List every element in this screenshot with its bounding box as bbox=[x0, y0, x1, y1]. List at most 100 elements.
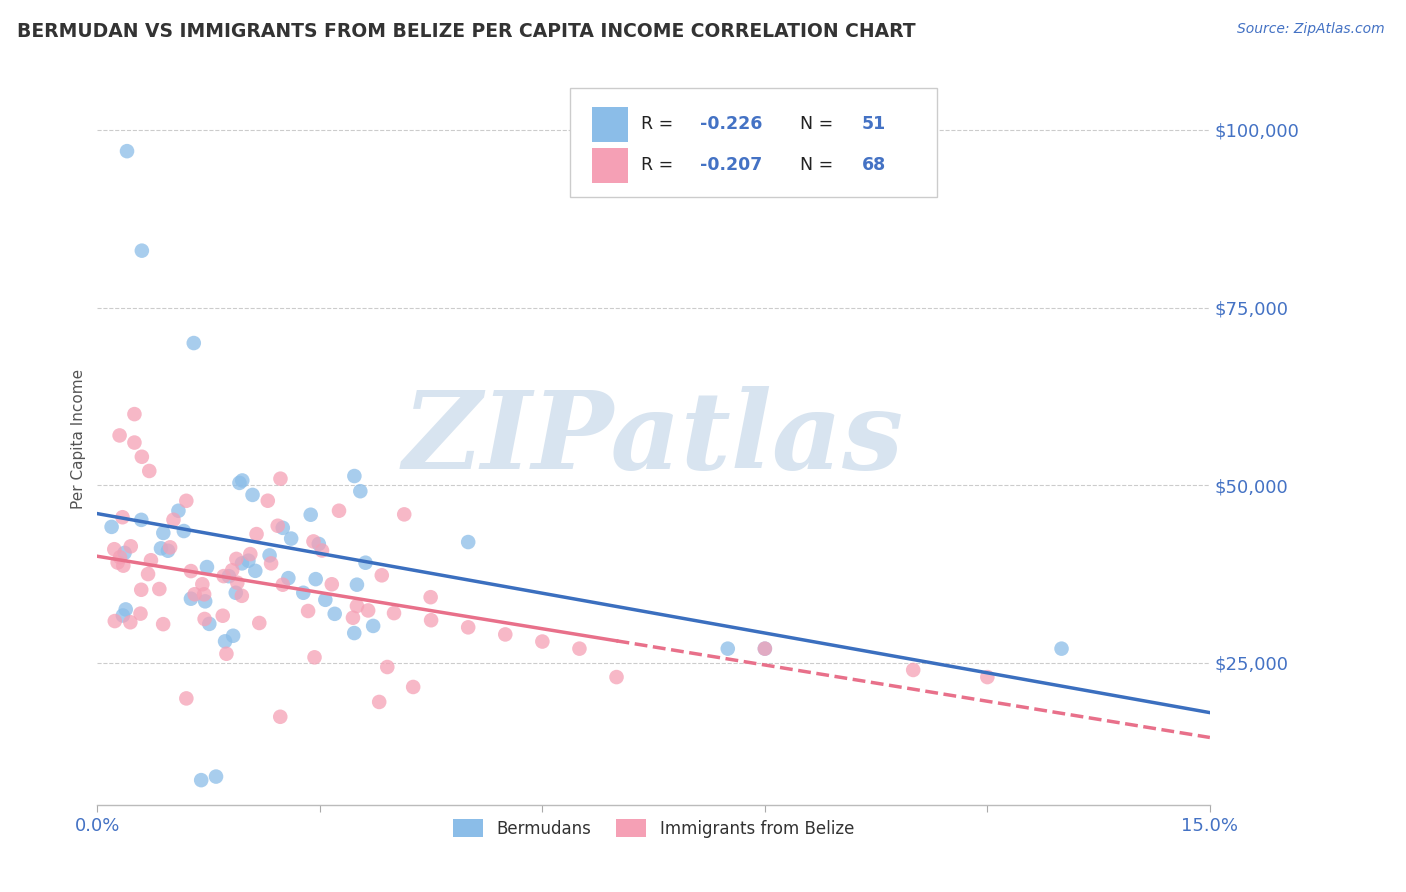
Point bbox=[314, 592, 336, 607]
Text: -0.226: -0.226 bbox=[700, 115, 762, 133]
Point bbox=[976, 670, 998, 684]
Point bbox=[162, 513, 184, 527]
Point bbox=[212, 569, 235, 583]
Point bbox=[124, 435, 146, 450]
Point bbox=[173, 524, 195, 538]
Point bbox=[136, 567, 159, 582]
Point bbox=[299, 508, 322, 522]
Point bbox=[112, 558, 135, 573]
Point bbox=[420, 613, 443, 627]
Point bbox=[131, 513, 153, 527]
Point bbox=[225, 552, 247, 566]
Point bbox=[394, 508, 416, 522]
Point bbox=[100, 520, 122, 534]
Text: N =: N = bbox=[800, 115, 839, 133]
Point bbox=[402, 680, 425, 694]
Text: R =: R = bbox=[641, 156, 679, 174]
Point bbox=[115, 144, 138, 158]
Point bbox=[305, 572, 328, 586]
Point bbox=[531, 634, 554, 648]
Point bbox=[568, 641, 591, 656]
Point bbox=[129, 582, 152, 597]
Point bbox=[754, 641, 776, 656]
FancyBboxPatch shape bbox=[571, 87, 938, 197]
Point bbox=[111, 510, 134, 524]
Point bbox=[343, 469, 366, 483]
Point bbox=[152, 525, 174, 540]
Point bbox=[754, 641, 776, 656]
Point bbox=[605, 670, 627, 684]
Point bbox=[321, 577, 343, 591]
Point bbox=[269, 472, 291, 486]
Point bbox=[343, 626, 366, 640]
Point bbox=[114, 546, 136, 560]
Point bbox=[108, 428, 131, 442]
Point bbox=[194, 612, 217, 626]
Point bbox=[1050, 641, 1073, 656]
Point bbox=[198, 616, 221, 631]
Point bbox=[346, 577, 368, 591]
Point bbox=[114, 602, 136, 616]
Point bbox=[148, 582, 170, 596]
Point bbox=[903, 663, 925, 677]
Point bbox=[382, 606, 405, 620]
Point bbox=[457, 620, 479, 634]
Point bbox=[183, 587, 205, 601]
Point bbox=[222, 629, 245, 643]
Point bbox=[214, 634, 236, 648]
Point bbox=[103, 542, 125, 557]
Point bbox=[221, 563, 243, 577]
Point bbox=[311, 543, 333, 558]
Point bbox=[292, 586, 315, 600]
Y-axis label: Per Capita Income: Per Capita Income bbox=[72, 369, 86, 509]
Point bbox=[238, 554, 260, 568]
Point bbox=[239, 547, 262, 561]
Point bbox=[302, 534, 325, 549]
Point bbox=[138, 464, 160, 478]
Point bbox=[269, 710, 291, 724]
Point bbox=[247, 615, 270, 630]
Point bbox=[267, 518, 290, 533]
FancyBboxPatch shape bbox=[592, 147, 628, 183]
Point bbox=[124, 407, 146, 421]
Text: R =: R = bbox=[641, 115, 679, 133]
Point bbox=[277, 571, 299, 585]
Point bbox=[131, 450, 153, 464]
Point bbox=[152, 617, 174, 632]
Text: BERMUDAN VS IMMIGRANTS FROM BELIZE PER CAPITA INCOME CORRELATION CHART: BERMUDAN VS IMMIGRANTS FROM BELIZE PER C… bbox=[17, 22, 915, 41]
Point bbox=[457, 535, 479, 549]
Point bbox=[342, 611, 364, 625]
Point bbox=[361, 619, 384, 633]
Point bbox=[304, 650, 326, 665]
Point bbox=[242, 488, 264, 502]
Point bbox=[191, 577, 214, 591]
Point bbox=[120, 539, 142, 553]
Text: Source: ZipAtlas.com: Source: ZipAtlas.com bbox=[1237, 22, 1385, 37]
Point bbox=[195, 560, 218, 574]
Point bbox=[260, 557, 283, 571]
Point bbox=[346, 599, 368, 613]
Text: 68: 68 bbox=[862, 156, 886, 174]
Point bbox=[375, 660, 398, 674]
Point bbox=[180, 564, 202, 578]
Point bbox=[231, 557, 253, 571]
Point bbox=[194, 594, 217, 608]
Point bbox=[231, 589, 253, 603]
Text: -0.207: -0.207 bbox=[700, 156, 762, 174]
Point bbox=[259, 549, 281, 563]
Point bbox=[297, 604, 319, 618]
Point bbox=[131, 244, 153, 258]
Point bbox=[323, 607, 346, 621]
Point bbox=[271, 577, 294, 591]
Point bbox=[156, 543, 179, 558]
Legend: Bermudans, Immigrants from Belize: Bermudans, Immigrants from Belize bbox=[447, 813, 860, 844]
Point bbox=[256, 493, 278, 508]
Point bbox=[149, 541, 172, 556]
Point bbox=[215, 647, 238, 661]
Point bbox=[108, 550, 131, 565]
Point bbox=[176, 493, 198, 508]
Point bbox=[167, 504, 190, 518]
Point bbox=[120, 615, 142, 630]
Point bbox=[218, 569, 240, 583]
Point bbox=[349, 484, 371, 499]
